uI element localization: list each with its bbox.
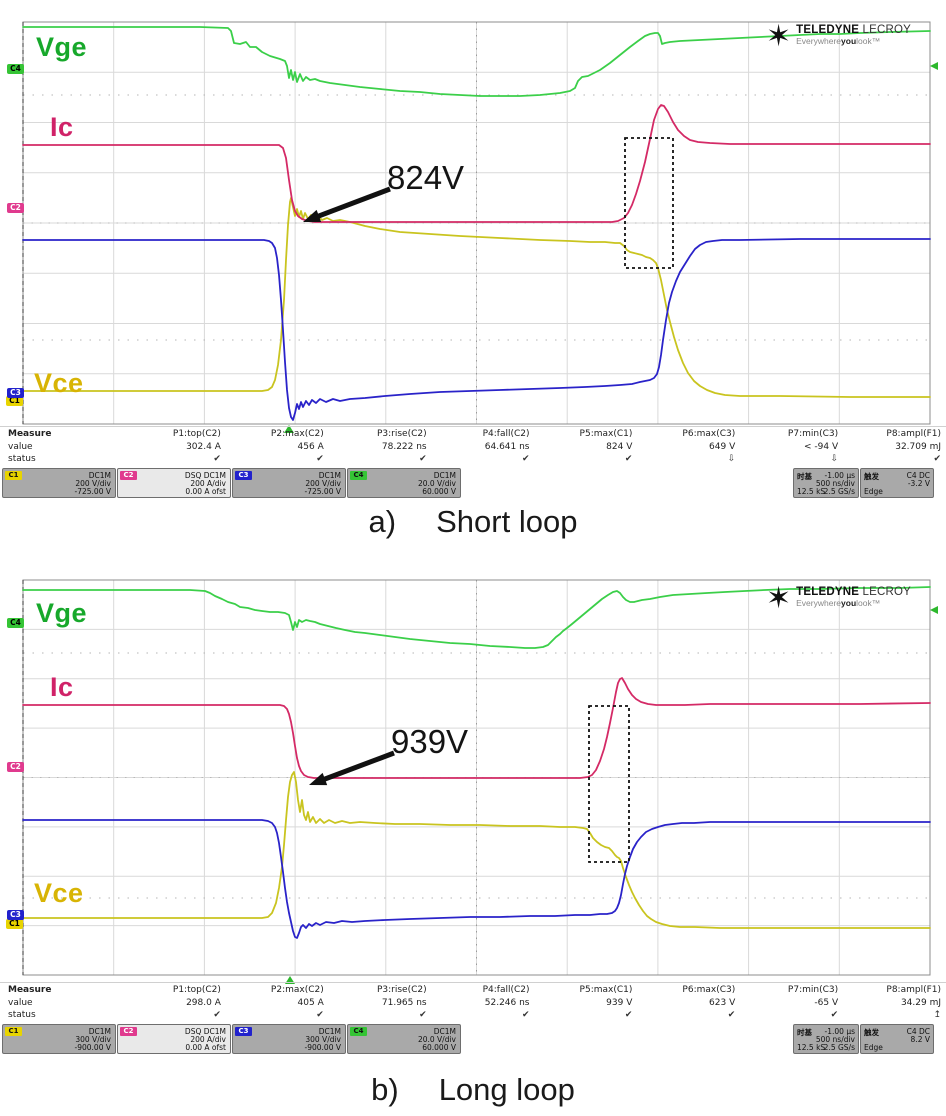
annotation-arrow [317, 750, 395, 784]
measure-row-labels: Measure value status [8, 984, 51, 1022]
ic-trace-label: Ic [50, 112, 74, 142]
vge-trace-label: Vge [36, 32, 88, 62]
trigger-time-marker [284, 425, 294, 433]
channel-box-c3[interactable]: C3 DC1M 300 V/div -900.00 V [232, 1024, 346, 1054]
measure-column-p2[interactable]: P2:max(C2) 456 A ✔ [270, 429, 324, 464]
descriptor-box-row: C1 DC1M 200 V/div -725.00 V C2 DSQ DC1M … [0, 468, 946, 498]
measure-column-p3[interactable]: P3:rise(C2) 71.965 ns ✔ [376, 985, 427, 1020]
vce-trace-label-2: Vce [34, 878, 84, 908]
logo-tagline: Everywhereyoulook™ [796, 36, 881, 46]
measure-column-p8[interactable]: P8:ampl(F1) 34.29 mJ ↥ [886, 985, 941, 1020]
c4-edge-marker: C4 [7, 64, 24, 74]
caption-b-text: Long loop [438, 1072, 575, 1107]
channel-box-c3[interactable]: C3 DC1M 200 V/div -725.00 V [232, 468, 346, 498]
vge-trace [22, 586, 931, 649]
measure-column-p7[interactable]: P7:min(C3) -65 V ✔ [787, 985, 839, 1020]
measure-column-p7[interactable]: P7:min(C3) < -94 V ⇩ [787, 429, 839, 464]
measure-column-p1[interactable]: P1:top(C2) 302.4 A ✔ [172, 429, 221, 464]
measure-row-labels: Measure value status [8, 428, 51, 466]
trigger-level-marker [930, 62, 938, 70]
trigger-box[interactable]: 触发 C4 DC -3.2 V Edge [860, 468, 934, 498]
measure-column-p6[interactable]: P6:max(C3) 623 V ✔ [682, 985, 736, 1020]
c3-edge-marker-2: C3 [7, 910, 24, 920]
roi-dashed-box [624, 137, 674, 269]
descriptor-box-row-2: C1 DC1M 300 V/div -900.00 V C2 DSQ DC1M … [0, 1024, 946, 1054]
measure-label: Measure [8, 985, 52, 995]
teledyne-lecroy-logo: ✶ TELEDYNE LECROY Everywhereyoulook™ [766, 20, 911, 53]
status-label: status [8, 454, 36, 464]
channel-box-c4[interactable]: C4 DC1M 20.0 V/div 60.000 V [347, 1024, 461, 1054]
teledyne-lecroy-logo-2: ✶ TELEDYNE LECROY Everywhereyoulook™ [766, 582, 911, 615]
c4-edge-marker-2: C4 [7, 618, 24, 628]
roi-dashed-box [588, 705, 630, 863]
caption-a: a) Short loop [0, 504, 946, 540]
caption-a-text: Short loop [436, 504, 578, 539]
measure-column-p6[interactable]: P6:max(C3) 649 V ⇩ [682, 429, 736, 464]
ic-trace [22, 104, 931, 223]
value-label: value [8, 441, 33, 452]
value-label: value [8, 997, 33, 1008]
channel-box-c1[interactable]: C1 DC1M 300 V/div -900.00 V [2, 1024, 116, 1054]
caption-a-prefix: a) [368, 504, 397, 539]
measure-column-p5[interactable]: P5:max(C1) 824 V ✔ [579, 429, 633, 464]
c2-edge-marker-2: C2 [7, 762, 24, 772]
channel-box-c2[interactable]: C2 DSQ DC1M 200 A/div 0.00 A ofst [117, 468, 231, 498]
trigger-level-marker [930, 606, 938, 614]
caption-b: b) Long loop [0, 1072, 946, 1108]
timebase-box[interactable]: 时基 -1.00 µs 500 ns/div 12.5 kS 2.5 GS/s [793, 468, 859, 498]
trigger-box-2[interactable]: 触发 C4 DC 8.2 V Edge [860, 1024, 934, 1054]
annotation-arrow [311, 186, 391, 221]
measure-column-p2[interactable]: P2:max(C2) 405 A ✔ [270, 985, 324, 1020]
c1-edge-marker-2: C1 [6, 919, 23, 929]
timebase-box-2[interactable]: 时基 -1.00 µs 500 ns/div 12.5 kS 2.5 GS/s [793, 1024, 859, 1054]
channel-box-c1[interactable]: C1 DC1M 200 V/div -725.00 V [2, 468, 116, 498]
measure-column-p4[interactable]: P4:fall(C2) 64.641 ns ✔ [482, 429, 530, 464]
vge-trace-label-2: Vge [36, 598, 88, 628]
measure-column-p1[interactable]: P1:top(C2) 298.0 A ✔ [172, 985, 221, 1020]
logo-brand: TELEDYNE LECROY [796, 24, 911, 36]
ic-trace [22, 677, 931, 779]
c1-edge-marker: C1 [6, 396, 23, 406]
channel-box-c4[interactable]: C4 DC1M 20.0 V/div 60.000 V [347, 468, 461, 498]
measure-column-p8[interactable]: P8:ampl(F1) 32.709 mJ ✔ [886, 429, 941, 464]
vce-peak-annotation: 824V [387, 159, 465, 196]
logo-brand: TELEDYNE LECROY [796, 586, 911, 598]
vce-trace-label: Vce [34, 368, 84, 398]
teledyne-logo-icon: ✶ [766, 582, 792, 615]
measure-column-p5[interactable]: P5:max(C1) 939 V ✔ [579, 985, 633, 1020]
logo-tagline: Everywhereyoulook™ [796, 598, 881, 608]
caption-b-prefix: b) [371, 1072, 399, 1107]
c3-edge-marker: C3 [7, 388, 24, 398]
vce-trace [22, 771, 931, 929]
vge-trace [22, 26, 931, 97]
measure-table: Measure value status P1:top(C2) 302.4 A ✔ … [0, 426, 946, 467]
teledyne-logo-icon: ✶ [766, 20, 792, 53]
c3-trace [22, 819, 931, 939]
vce-peak-annotation-2: 939V [391, 723, 469, 760]
measure-label: Measure [8, 429, 52, 439]
measure-table-2: Measure value status P1:top(C2) 298.0 A ✔ … [0, 982, 946, 1023]
c2-edge-marker: C2 [7, 203, 24, 213]
c3-trace [22, 238, 931, 421]
channel-box-c2[interactable]: C2 DSQ DC1M 200 A/div 0.00 A ofst [117, 1024, 231, 1054]
ic-trace-label-2: Ic [50, 672, 74, 702]
vce-trace [22, 197, 931, 398]
status-label: status [8, 1010, 36, 1020]
measure-column-p3[interactable]: P3:rise(C2) 78.222 ns ✔ [376, 429, 427, 464]
measure-column-p4[interactable]: P4:fall(C2) 52.246 ns ✔ [482, 985, 530, 1020]
